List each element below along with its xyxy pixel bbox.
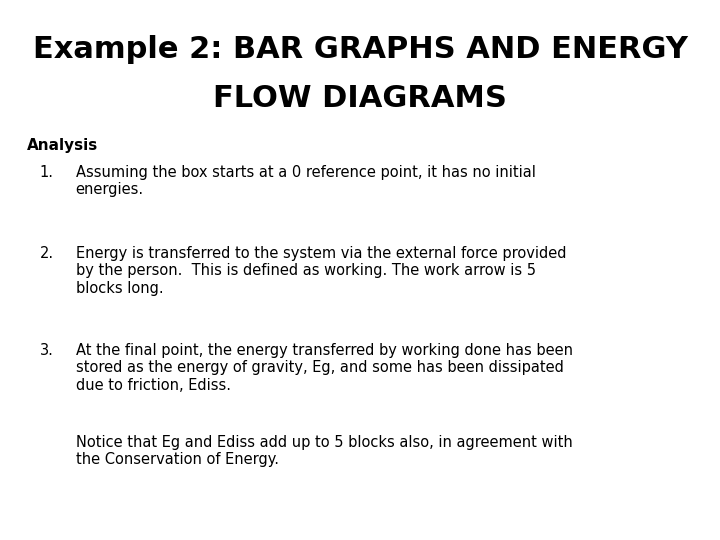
Text: 2.: 2. <box>40 246 54 261</box>
Text: Analysis: Analysis <box>27 138 99 153</box>
Text: FLOW DIAGRAMS: FLOW DIAGRAMS <box>213 84 507 113</box>
Text: 3.: 3. <box>40 343 53 358</box>
Text: Energy is transferred to the system via the external force provided
by the perso: Energy is transferred to the system via … <box>76 246 566 295</box>
Text: Assuming the box starts at a 0 reference point, it has no initial
energies.: Assuming the box starts at a 0 reference… <box>76 165 536 197</box>
Text: Notice that Eg and Ediss add up to 5 blocks also, in agreement with
the Conserva: Notice that Eg and Ediss add up to 5 blo… <box>76 435 572 467</box>
Text: Example 2: BAR GRAPHS AND ENERGY: Example 2: BAR GRAPHS AND ENERGY <box>32 35 688 64</box>
Text: At the final point, the energy transferred by working done has been
stored as th: At the final point, the energy transferr… <box>76 343 572 393</box>
Text: 1.: 1. <box>40 165 53 180</box>
